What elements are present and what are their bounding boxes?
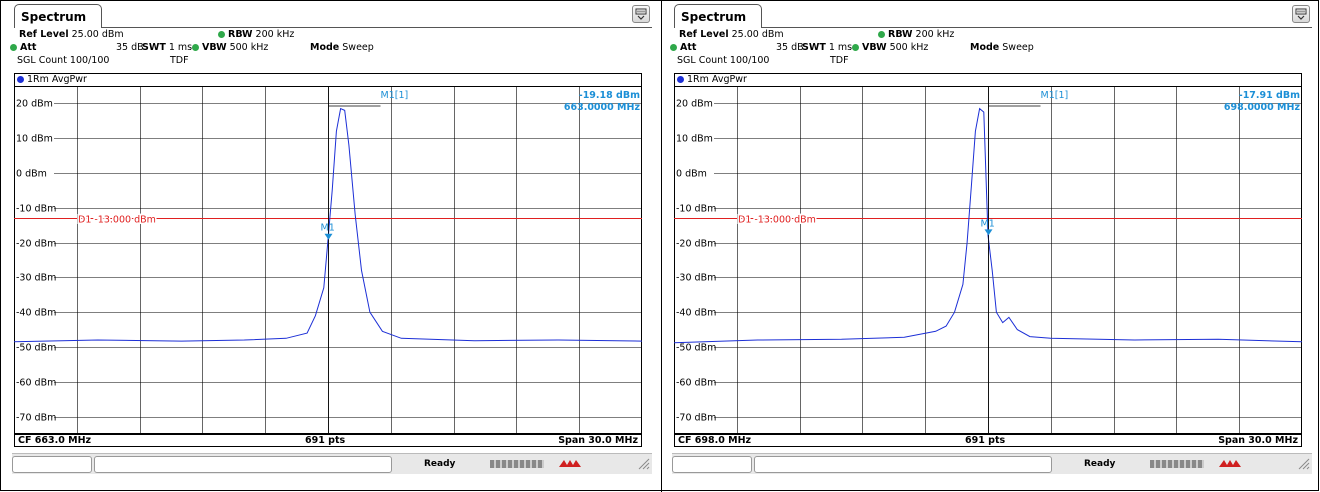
sgl-count: SGL Count 100/100 <box>17 55 110 66</box>
att-info: Att 35 dB <box>10 42 144 53</box>
spectrum-plot[interactable]: 20 dBm 10 dBm 0 dBm -10 dBm -20 dBm -30 dBm -4… <box>674 86 1302 434</box>
y-tick-label: -40 dBm <box>676 308 716 319</box>
y-tick-label: -50 dBm <box>16 343 56 354</box>
swt-info: SWT 1 ms <box>142 42 193 53</box>
marker-arrow <box>324 233 333 240</box>
panel-divider <box>661 0 662 492</box>
center-frequency: CF 698.0 MHz <box>678 435 752 446</box>
sgl-count: SGL Count 100/100 <box>677 55 770 66</box>
spectrum-plot[interactable]: 20 dBm 10 dBm 0 dBm -10 dBm -20 dBm -30 dBm -4… <box>14 86 642 434</box>
att-indicator-dot <box>670 44 677 51</box>
marker-readout-level: -17.91 dBm <box>1239 90 1300 101</box>
y-tick-label: -10 dBm <box>676 204 716 215</box>
tab-underline <box>102 27 652 28</box>
y-tick-label: -10 dBm <box>16 204 56 215</box>
ref-level-info: Ref Level 25.00 dBm <box>679 29 784 40</box>
y-tick-label: 20 dBm <box>676 99 713 110</box>
plot-area <box>14 86 642 434</box>
vbw-info: VBW 500 kHz <box>192 42 268 53</box>
y-tick-label: -60 dBm <box>16 378 56 389</box>
status-field-2 <box>94 456 392 473</box>
rs-logo-icon <box>1219 460 1241 467</box>
y-tick-label: -20 dBm <box>16 239 56 250</box>
progress-meter <box>1150 460 1204 468</box>
y-tick-label: -30 dBm <box>16 273 56 284</box>
y-tick-label: -50 dBm <box>676 343 716 354</box>
display-config-icon <box>635 8 647 20</box>
resize-grip-icon[interactable] <box>638 458 650 470</box>
status-field-1 <box>672 456 752 473</box>
marker-arrow <box>984 229 993 236</box>
plot-footer: CF 663.0 MHz 691 pts Span 30.0 MHz <box>14 434 642 447</box>
tdf-label: TDF <box>170 55 189 66</box>
trace-info-bar: 1Rm AvgPwr <box>674 73 1302 86</box>
display-config-button[interactable] <box>632 5 650 23</box>
status-field-1 <box>12 456 92 473</box>
att-info: Att 35 dB <box>670 42 804 53</box>
rs-logo-icon <box>559 460 581 467</box>
plot-footer: CF 698.0 MHz 691 pts Span 30.0 MHz <box>674 434 1302 447</box>
y-tick-label: -20 dBm <box>676 239 716 250</box>
display-line-label: D1 -13.000 dBm <box>738 215 816 226</box>
marker-readout-frequency: 663.0000 MHz <box>564 102 641 113</box>
display-config-button[interactable] <box>1292 5 1310 23</box>
y-tick-label: 10 dBm <box>16 134 53 145</box>
marker-readout-frequency: 698.0000 MHz <box>1224 102 1301 113</box>
y-tick-label: -60 dBm <box>676 378 716 389</box>
y-tick-label: -70 dBm <box>16 413 56 424</box>
points-count: 691 pts <box>965 435 1006 446</box>
marker-tag: M1 <box>321 223 335 234</box>
display-line-label: D1 -13.000 dBm <box>78 215 156 226</box>
status-ready: Ready <box>424 459 456 469</box>
plot-area <box>674 86 1302 434</box>
trace-line <box>674 107 1302 344</box>
tab-underline <box>762 27 1312 28</box>
spectrum-panel-right: Spectrum Ref Level 25.00 dBm Att 35 dB SW… <box>670 1 1314 489</box>
trace-info-bar: 1Rm AvgPwr <box>14 73 642 86</box>
display-config-icon <box>1295 8 1307 20</box>
ref-level-info: Ref Level 25.00 dBm <box>19 29 124 40</box>
mode-info: Mode Sweep <box>310 42 374 53</box>
status-ready: Ready <box>1084 459 1116 469</box>
resize-grip-icon[interactable] <box>1298 458 1310 470</box>
marker-readout-label: M1[1] <box>1041 90 1069 101</box>
status-field-2 <box>754 456 1052 473</box>
y-tick-label: -30 dBm <box>676 273 716 284</box>
tdf-label: TDF <box>830 55 849 66</box>
spectrum-panel-left: Spectrum Ref Level 25.00 dBm Att 35 dB SW… <box>10 1 654 489</box>
trace-indicator-dot <box>17 76 24 83</box>
points-count: 691 pts <box>305 435 346 446</box>
span-label: Span 30.0 MHz <box>558 435 638 446</box>
center-frequency: CF 663.0 MHz <box>18 435 92 446</box>
y-tick-label: 20 dBm <box>16 99 53 110</box>
rbw-info: RBW 200 kHz <box>878 29 954 40</box>
y-tick-label: 0 dBm <box>676 169 707 180</box>
progress-meter <box>490 460 544 468</box>
marker-readout-label: M1[1] <box>381 90 409 101</box>
y-tick-label: -40 dBm <box>16 308 56 319</box>
y-tick-label: -70 dBm <box>676 413 716 424</box>
marker-readout-level: -19.18 dBm <box>579 90 640 101</box>
tab-spectrum[interactable]: Spectrum <box>14 4 102 28</box>
trace-line <box>14 107 642 343</box>
att-indicator-dot <box>10 44 17 51</box>
rbw-info: RBW 200 kHz <box>218 29 294 40</box>
span-label: Span 30.0 MHz <box>1218 435 1298 446</box>
vbw-info: VBW 500 kHz <box>852 42 928 53</box>
status-bar: Ready <box>12 453 652 474</box>
swt-info: SWT 1 ms <box>802 42 853 53</box>
marker-tag: M1 <box>981 218 995 229</box>
tab-spectrum[interactable]: Spectrum <box>674 4 762 28</box>
y-tick-label: 0 dBm <box>16 169 47 180</box>
trace-indicator-dot <box>677 76 684 83</box>
y-tick-label: 10 dBm <box>676 134 713 145</box>
mode-info: Mode Sweep <box>970 42 1034 53</box>
status-bar: Ready <box>672 453 1312 474</box>
